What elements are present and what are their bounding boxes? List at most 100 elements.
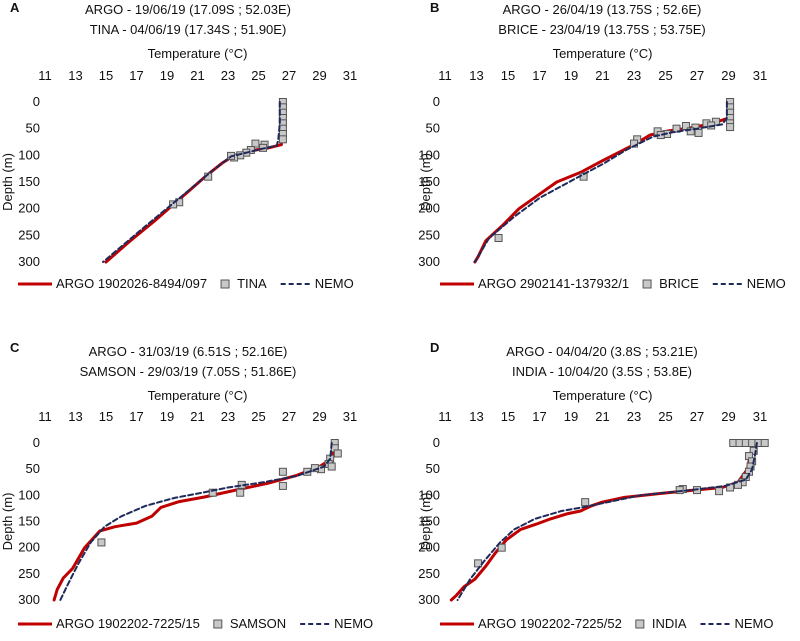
x-tick-label: 17 [129,68,143,83]
legend-label: NEMO [735,616,774,631]
legend-swatch-marker [635,619,645,629]
x-tick-label: 27 [282,409,296,424]
x-tick-label: 19 [160,68,174,83]
y-tick-label: 0 [33,94,40,109]
x-tick-label: 29 [312,68,326,83]
chart-title-line: TINA - 04/06/19 (17.34S ; 51.90E) [90,22,287,37]
x-tick-label: 11 [38,409,52,424]
x-tick-label: 19 [564,68,578,83]
y-tick-label: 300 [418,592,440,607]
data-point-marker [278,467,287,476]
y-tick-label: 100 [418,147,440,162]
legend: ARGO 1902202-7225/52 INDIA NEMO [440,616,774,631]
legend: ARGO 2902141-137932/1 BRICE NEMO [440,276,786,291]
chart-title-line: ARGO - 19/06/19 (17.09S ; 52.03E) [85,2,291,17]
panel-letter: C [10,340,20,355]
y-tick-label: 300 [418,254,440,269]
x-tick-label: 25 [251,409,265,424]
data-point-marker [694,128,703,137]
x-axis-label: Temperature (°C) [553,46,653,61]
data-point-marker [251,139,260,148]
y-tick-label: 200 [418,540,440,555]
legend-label: ARGO 1902202-7225/52 [478,616,622,631]
x-tick-label: 31 [753,409,767,424]
x-tick-label: 21 [595,409,609,424]
x-axis-label: Temperature (°C) [148,388,248,403]
data-point-marker [497,543,506,552]
series-markers [494,98,735,242]
y-tick-label: 250 [418,227,440,242]
x-tick-label: 23 [627,68,641,83]
x-tick-label: 13 [469,409,483,424]
legend-label: NEMO [747,276,786,291]
y-tick-label: 0 [33,435,40,450]
x-tick-label: 29 [312,409,326,424]
x-tick-label: 23 [221,68,235,83]
data-point-marker [675,486,684,495]
y-tick-label: 50 [26,121,40,136]
legend-label: TINA [237,276,267,291]
x-tick-label: 15 [501,68,515,83]
legend-label: SAMSON [230,616,286,631]
panel-letter: A [10,0,20,15]
x-tick-label: 11 [438,409,452,424]
chart-title-line: BRICE - 23/04/19 (13.75S ; 53.75E) [498,22,705,37]
panel-letter: B [430,0,439,15]
y-tick-label: 250 [18,566,40,581]
legend-label: NEMO [315,276,354,291]
data-point-marker [208,488,217,497]
y-tick-label: 100 [18,487,40,502]
y-axis-label: Depth (m) [0,493,15,551]
data-point-marker [581,498,590,507]
y-tick-label: 100 [418,487,440,502]
legend: ARGO 1902026-8494/097 TINA NEMO [18,276,354,291]
chart-title-line: SAMSON - 29/03/19 (7.05S ; 51.86E) [80,364,297,379]
chart-panel-d: D ARGO - 04/04/20 (3.8S ; 53.21E) INDIA - … [418,340,774,631]
panel-letter: D [430,340,439,355]
data-point-marker [97,538,106,547]
y-tick-label: 250 [418,566,440,581]
x-tick-label: 31 [343,409,357,424]
x-tick-label: 13 [68,409,82,424]
legend: ARGO 1902202-7225/15 SAMSON NEMO [18,616,373,631]
x-tick-label: 31 [753,68,767,83]
data-point-marker [474,559,483,568]
data-point-marker [278,481,287,490]
data-point-marker [733,480,742,489]
data-point-marker [169,200,178,209]
series-line-nemo [59,442,333,601]
data-point-marker [760,439,769,447]
chart-panel-b: B ARGO - 26/04/19 (13.75S ; 52.6E) BRICE -… [418,0,786,291]
data-point-marker [686,127,695,136]
chart-title-line: ARGO - 26/04/19 (13.75S ; 52.6E) [503,2,702,17]
x-tick-label: 23 [627,409,641,424]
x-tick-label: 27 [282,68,296,83]
x-tick-label: 29 [721,409,735,424]
legend-label: NEMO [334,616,373,631]
x-tick-label: 11 [438,68,452,83]
y-tick-label: 50 [426,121,440,136]
legend-label: ARGO 2902141-137932/1 [478,276,629,291]
x-tick-label: 15 [99,409,113,424]
data-point-marker [749,446,758,455]
chart-panel-a: A ARGO - 19/06/19 (17.09S ; 52.03E) TINA -… [0,0,357,291]
x-axis-label: Temperature (°C) [553,388,653,403]
x-tick-label: 13 [68,68,82,83]
data-point-marker [327,462,336,471]
x-tick-label: 17 [532,68,546,83]
y-tick-label: 150 [18,514,40,529]
y-tick-label: 200 [18,201,40,216]
x-tick-label: 11 [38,68,52,83]
data-point-marker [278,135,287,144]
y-tick-label: 150 [418,174,440,189]
y-axis-label: Depth (m) [0,153,15,211]
chart-title-line: ARGO - 31/03/19 (6.51S ; 52.16E) [89,344,288,359]
x-tick-label: 21 [190,68,204,83]
y-tick-label: 50 [426,461,440,476]
y-tick-label: 50 [26,461,40,476]
y-tick-label: 200 [18,540,40,555]
y-tick-label: 100 [18,147,40,162]
x-tick-label: 19 [564,409,578,424]
series-line-nemo [473,101,728,263]
